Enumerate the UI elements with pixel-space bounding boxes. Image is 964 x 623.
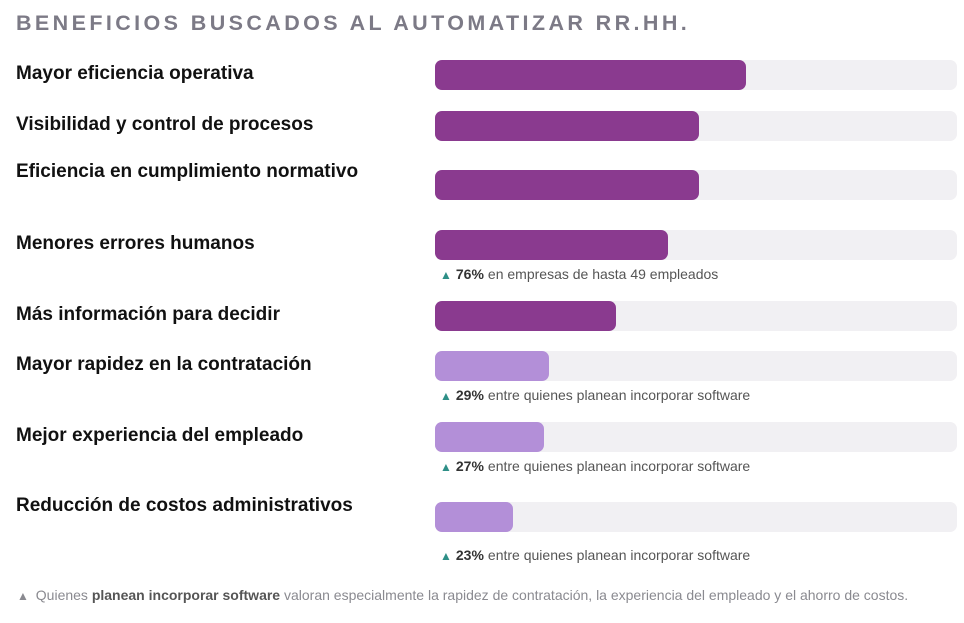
bar: [435, 502, 513, 532]
category-label: Más información para decidir: [16, 304, 280, 325]
bar: [435, 60, 746, 90]
category-label: Mejor experiencia del empleado: [16, 425, 304, 446]
category-label: Visibilidad y control de procesos: [16, 114, 314, 135]
footnote-prefix: Quienes: [35, 587, 88, 603]
annotation-value: 29%: [455, 387, 484, 403]
bar-annotation: ▲ 76% en empresas de hasta 49 empleados: [440, 266, 718, 282]
annotation-value: 23%: [455, 547, 484, 563]
bar-track: [435, 351, 957, 381]
bar-track: [435, 502, 957, 532]
category-label: Mayor eficiencia operativa: [16, 63, 254, 84]
bar: [435, 422, 545, 452]
up-triangle-icon: ▲: [440, 549, 452, 563]
up-triangle-icon: ▲: [17, 589, 29, 603]
bar-track: [435, 230, 957, 260]
bar-track: [435, 170, 957, 200]
up-triangle-icon: ▲: [440, 389, 452, 403]
bar: [435, 230, 668, 260]
up-triangle-icon: ▲: [440, 460, 452, 474]
bar-annotation: ▲ 23% entre quienes planean incorporar sof…: [440, 547, 750, 563]
bar-track: [435, 111, 957, 141]
footnote-suffix: valoran especialmente la rapidez de cont…: [284, 587, 909, 603]
category-label: Reducción de costos administrativos: [16, 495, 353, 516]
annotation-text: en empresas de hasta 49 empleados: [487, 266, 719, 282]
annotation-value: 76%: [455, 266, 484, 282]
footnote: ▲ Quienes planean incorporar software va…: [17, 587, 908, 603]
bar-track: [435, 60, 957, 90]
up-triangle-icon: ▲: [440, 268, 452, 282]
annotation-text: entre quienes planean incorporar softwar…: [487, 547, 751, 563]
category-label: Eficiencia en cumplimiento normativo: [16, 161, 359, 182]
bar-annotation: ▲ 27% entre quienes planean incorporar sof…: [440, 458, 750, 474]
annotation-text: entre quienes planean incorporar softwar…: [487, 458, 751, 474]
annotation-value: 27%: [455, 458, 484, 474]
annotation-text: entre quienes planean incorporar softwar…: [487, 387, 751, 403]
category-label: Mayor rapidez en la contratación: [16, 354, 312, 375]
bar: [435, 301, 617, 331]
chart-title: BENEFICIOS BUSCADOS AL AUTOMATIZAR RR.HH…: [16, 11, 691, 35]
bar-track: [435, 301, 957, 331]
bar: [435, 351, 550, 381]
category-label: Menores errores humanos: [16, 233, 255, 254]
bar-track: [435, 422, 957, 452]
bar: [435, 170, 700, 200]
footnote-highlight: planean incorporar software: [91, 587, 281, 603]
bar-annotation: ▲ 29% entre quienes planean incorporar sof…: [440, 387, 750, 403]
bar: [435, 111, 700, 141]
